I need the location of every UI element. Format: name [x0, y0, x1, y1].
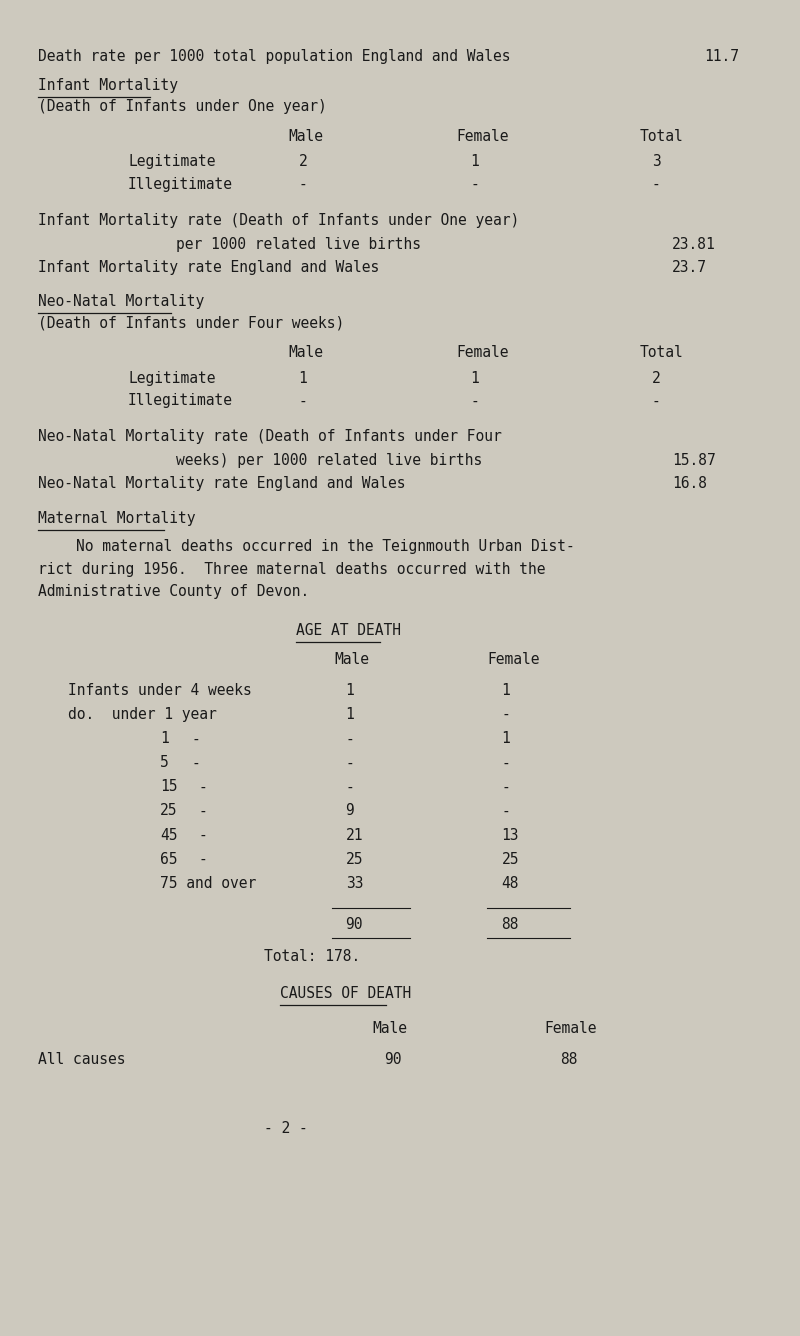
Text: Total: 178.: Total: 178. — [264, 949, 360, 965]
Text: 33: 33 — [346, 875, 363, 891]
Text: AGE AT DEATH: AGE AT DEATH — [296, 623, 401, 639]
Text: Infant Mortality rate England and Wales: Infant Mortality rate England and Wales — [38, 259, 379, 275]
Text: -: - — [502, 779, 510, 795]
Text: 15: 15 — [160, 779, 178, 795]
Text: Neo-Natal Mortality rate England and Wales: Neo-Natal Mortality rate England and Wal… — [38, 476, 405, 492]
Text: 25: 25 — [502, 851, 519, 867]
Text: -: - — [470, 176, 479, 192]
Text: weeks) per 1000 related live births: weeks) per 1000 related live births — [176, 453, 482, 469]
Text: -: - — [502, 755, 510, 771]
Text: Neo-Natal Mortality rate (Death of Infants under Four: Neo-Natal Mortality rate (Death of Infan… — [38, 429, 502, 445]
Text: -: - — [502, 803, 510, 819]
Text: Male: Male — [288, 128, 323, 144]
Text: 2: 2 — [652, 370, 661, 386]
Text: CAUSES OF DEATH: CAUSES OF DEATH — [280, 986, 411, 1002]
Text: 11.7: 11.7 — [704, 48, 739, 64]
Text: 90: 90 — [346, 916, 363, 933]
Text: 1: 1 — [160, 731, 169, 747]
Text: Legitimate: Legitimate — [128, 370, 215, 386]
Text: -: - — [298, 176, 307, 192]
Text: 15.87: 15.87 — [672, 453, 716, 469]
Text: 1: 1 — [470, 154, 479, 170]
Text: 88: 88 — [502, 916, 519, 933]
Text: Total: Total — [640, 128, 684, 144]
Text: 9: 9 — [346, 803, 354, 819]
Text: -: - — [346, 731, 354, 747]
Text: Total: Total — [640, 345, 684, 361]
Text: Female: Female — [487, 652, 540, 668]
Text: Infant Mortality: Infant Mortality — [38, 77, 178, 94]
Text: 1: 1 — [346, 707, 354, 723]
Text: rict during 1956.  Three maternal deaths occurred with the: rict during 1956. Three maternal deaths … — [38, 561, 545, 577]
Text: -: - — [502, 707, 510, 723]
Text: per 1000 related live births: per 1000 related live births — [176, 236, 421, 253]
Text: -: - — [198, 779, 207, 795]
Text: -: - — [198, 803, 207, 819]
Text: -: - — [346, 779, 354, 795]
Text: 1: 1 — [470, 370, 479, 386]
Text: 25: 25 — [346, 851, 363, 867]
Text: 48: 48 — [502, 875, 519, 891]
Text: Male: Male — [334, 652, 370, 668]
Text: Neo-Natal Mortality: Neo-Natal Mortality — [38, 294, 204, 310]
Text: 16.8: 16.8 — [672, 476, 707, 492]
Text: -: - — [298, 393, 307, 409]
Text: Male: Male — [373, 1021, 408, 1037]
Text: Legitimate: Legitimate — [128, 154, 215, 170]
Text: 45: 45 — [160, 827, 178, 843]
Text: 23.7: 23.7 — [672, 259, 707, 275]
Text: 21: 21 — [346, 827, 363, 843]
Text: 2: 2 — [298, 154, 307, 170]
Text: Infants under 4 weeks: Infants under 4 weeks — [68, 683, 252, 699]
Text: All causes: All causes — [38, 1051, 125, 1067]
Text: -: - — [470, 393, 479, 409]
Text: 23.81: 23.81 — [672, 236, 716, 253]
Text: (Death of Infants under One year): (Death of Infants under One year) — [38, 99, 326, 115]
Text: Illegitimate: Illegitimate — [128, 176, 233, 192]
Text: Death rate per 1000 total population England and Wales: Death rate per 1000 total population Eng… — [38, 48, 510, 64]
Text: Male: Male — [288, 345, 323, 361]
Text: -: - — [192, 755, 201, 771]
Text: -: - — [192, 731, 201, 747]
Text: do.  under 1 year: do. under 1 year — [68, 707, 217, 723]
Text: 75 and over: 75 and over — [160, 875, 256, 891]
Text: 3: 3 — [652, 154, 661, 170]
Text: 65: 65 — [160, 851, 178, 867]
Text: 25: 25 — [160, 803, 178, 819]
Text: (Death of Infants under Four weeks): (Death of Infants under Four weeks) — [38, 315, 344, 331]
Text: Illegitimate: Illegitimate — [128, 393, 233, 409]
Text: Maternal Mortality: Maternal Mortality — [38, 510, 195, 526]
Text: Female: Female — [544, 1021, 597, 1037]
Text: -: - — [652, 176, 661, 192]
Text: 1: 1 — [298, 370, 307, 386]
Text: - 2 -: - 2 - — [264, 1121, 308, 1137]
Text: No maternal deaths occurred in the Teignmouth Urban Dist-: No maternal deaths occurred in the Teign… — [76, 538, 574, 554]
Text: Female: Female — [456, 345, 509, 361]
Text: -: - — [198, 851, 207, 867]
Text: 88: 88 — [560, 1051, 578, 1067]
Text: 1: 1 — [502, 731, 510, 747]
Text: 90: 90 — [384, 1051, 402, 1067]
Text: 1: 1 — [502, 683, 510, 699]
Text: Administrative County of Devon.: Administrative County of Devon. — [38, 584, 309, 600]
Text: -: - — [652, 393, 661, 409]
Text: 13: 13 — [502, 827, 519, 843]
Text: 5: 5 — [160, 755, 169, 771]
Text: Female: Female — [456, 128, 509, 144]
Text: 1: 1 — [346, 683, 354, 699]
Text: Infant Mortality rate (Death of Infants under One year): Infant Mortality rate (Death of Infants … — [38, 212, 519, 228]
Text: -: - — [346, 755, 354, 771]
Text: -: - — [198, 827, 207, 843]
